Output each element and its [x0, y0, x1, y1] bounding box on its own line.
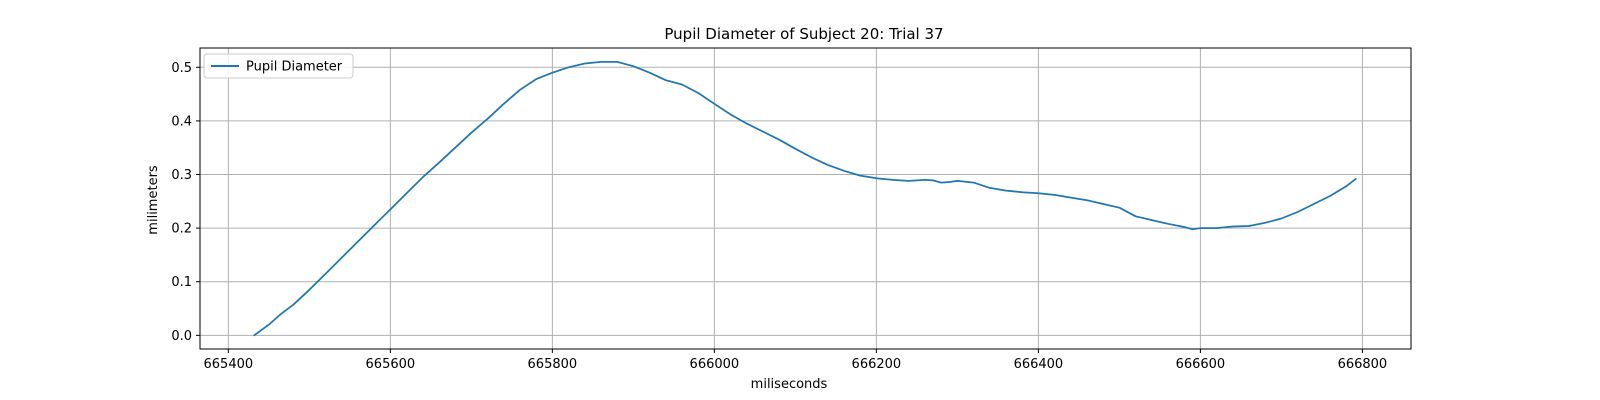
- x-tick-label: 666000: [690, 357, 740, 372]
- x-tick-label: 666400: [1014, 357, 1064, 372]
- chart-title: Pupil Diameter of Subject 20: Trial 37: [664, 25, 943, 43]
- y-tick-label: 0.0: [171, 329, 192, 344]
- y-axis: 0.0 0.1 0.2 0.3 0.4 0.5: [171, 61, 200, 344]
- x-tick-label: 665600: [366, 357, 416, 372]
- series-layer: [253, 61, 1357, 337]
- y-axis-label: milimeters: [146, 165, 161, 235]
- x-tick-label: 666200: [852, 357, 902, 372]
- y-tick-label: 0.2: [171, 222, 192, 237]
- x-tick-label: 665800: [528, 357, 578, 372]
- x-tick-label: 666800: [1338, 357, 1388, 372]
- x-axis-label: miliseconds: [751, 377, 828, 392]
- legend-box: [203, 53, 354, 79]
- series-line-pupil-diameter: [253, 61, 1357, 337]
- y-tick-label: 0.4: [171, 114, 192, 129]
- legend-label: Pupil Diameter: [246, 60, 343, 75]
- x-tick-label: 665400: [204, 357, 254, 372]
- grid: [200, 48, 1411, 349]
- y-tick-label: 0.1: [171, 275, 192, 290]
- x-axis: 665400 665600 665800 666000 666200 666400 6666…: [204, 349, 1388, 372]
- legend: Pupil Diameter: [203, 53, 354, 79]
- plot-frame: [199, 47, 1412, 350]
- x-tick-label: 666600: [1176, 357, 1226, 372]
- y-tick-label: 0.3: [171, 168, 192, 183]
- y-tick-label: 0.5: [171, 61, 192, 76]
